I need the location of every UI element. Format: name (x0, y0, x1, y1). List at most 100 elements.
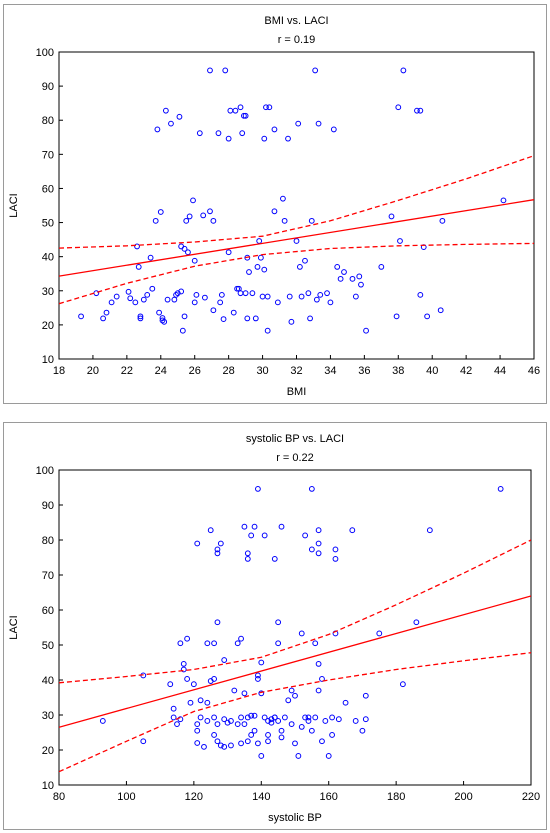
data-point (275, 619, 282, 626)
data-point (173, 291, 179, 298)
x-tick-label: 24 (155, 365, 167, 377)
x-tick-label: 40 (426, 365, 438, 377)
data-point (211, 714, 217, 721)
data-point (417, 291, 424, 298)
data-point (170, 714, 177, 721)
data-point (201, 294, 208, 301)
data-point (341, 269, 347, 275)
x-tick-label: 30 (256, 365, 268, 377)
data-point (218, 291, 225, 298)
data-point (414, 107, 420, 114)
data-point (137, 313, 144, 320)
data-point (204, 699, 211, 706)
data-point (214, 721, 221, 728)
data-point (325, 753, 332, 759)
data-point (194, 540, 201, 547)
data-point (184, 676, 191, 682)
data-point (181, 313, 188, 320)
data-point (215, 130, 222, 137)
x-tick-label: 120 (185, 791, 203, 803)
data-point (228, 742, 234, 749)
y-tick-label: 90 (42, 500, 54, 512)
data-point (174, 290, 181, 297)
data-point (197, 714, 204, 721)
data-point (337, 275, 344, 282)
data-point (349, 275, 356, 282)
data-point (193, 291, 200, 298)
x-tick-label: 220 (522, 791, 540, 803)
data-point (167, 681, 174, 688)
data-point (194, 727, 201, 734)
data-point (395, 104, 402, 111)
data-point (152, 217, 159, 224)
data-point (296, 264, 303, 270)
data-point (147, 254, 154, 261)
data-point (204, 640, 211, 647)
data-point (108, 299, 115, 306)
data-point (258, 690, 265, 697)
data-point (211, 640, 217, 647)
data-point (144, 291, 151, 298)
data-point (191, 257, 198, 264)
data-point (324, 290, 330, 297)
data-point (261, 135, 268, 142)
data-point (168, 120, 174, 127)
x-axis-label: systolic BP (268, 812, 322, 824)
data-point (211, 676, 217, 682)
plot-frame (58, 469, 532, 786)
data-point (221, 743, 228, 750)
data-point (359, 727, 366, 734)
data-point (244, 550, 251, 557)
data-point (500, 197, 507, 204)
plot-frame (58, 51, 535, 360)
data-point (191, 299, 198, 306)
data-point (140, 738, 147, 745)
data-point (285, 135, 291, 142)
data-point (244, 738, 251, 745)
data-point (335, 716, 342, 723)
data-point (271, 208, 278, 215)
data-point (417, 107, 424, 114)
data-point (298, 724, 305, 730)
chart-panel-bmi: BMI vs. LACI r = 0.19 18 20 22 24 26 28 30 32 34 36… (3, 4, 547, 404)
data-point (275, 718, 282, 724)
data-point (308, 486, 315, 492)
x-tick-label: 20 (87, 365, 99, 377)
data-point (268, 719, 275, 726)
data-point (255, 486, 261, 492)
data-point (248, 532, 255, 539)
data-point (358, 281, 364, 288)
x-tick-label: 42 (460, 365, 472, 377)
y-tick-label: 10 (42, 354, 54, 366)
data-point (293, 238, 300, 244)
data-point (263, 104, 269, 111)
data-point (315, 120, 322, 127)
y-tick-label: 30 (42, 710, 54, 722)
plot-area (59, 67, 534, 334)
confidence-band-lower (59, 242, 534, 305)
data-point (231, 687, 238, 694)
data-point (288, 687, 295, 694)
data-point (437, 307, 444, 314)
data-point (228, 718, 234, 724)
data-point (214, 738, 221, 745)
data-point (99, 718, 106, 724)
data-point (378, 264, 385, 270)
data-point (278, 523, 285, 530)
data-point (170, 705, 177, 712)
y-tick-label: 70 (42, 149, 54, 161)
y-tick-label: 60 (42, 605, 54, 617)
data-point (397, 238, 403, 244)
data-point (254, 264, 261, 270)
plot-area (59, 486, 531, 773)
data-point (319, 676, 325, 682)
data-point (234, 721, 241, 728)
x-tick-label: 80 (53, 791, 65, 803)
systolic-bp-laci-scatter-chart: systolic BP vs. LACI r = 0.22 80 100 120 140 1… (8, 433, 540, 824)
data-point (308, 217, 315, 224)
data-point (275, 640, 282, 647)
data-point (327, 299, 334, 306)
data-point (271, 556, 278, 562)
data-point (295, 753, 302, 759)
data-point (176, 113, 183, 120)
